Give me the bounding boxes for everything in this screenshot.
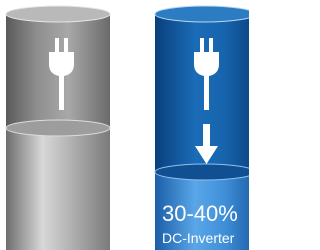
technology-label: DC-Inverter — [162, 230, 235, 246]
standard-cylinder — [6, 6, 110, 250]
inverter-cylinder: 30-40% DC-Inverter — [155, 6, 249, 250]
saving-label: 30-40% — [162, 201, 238, 226]
illustration: 30-40% DC-Inverter — [0, 0, 249, 250]
